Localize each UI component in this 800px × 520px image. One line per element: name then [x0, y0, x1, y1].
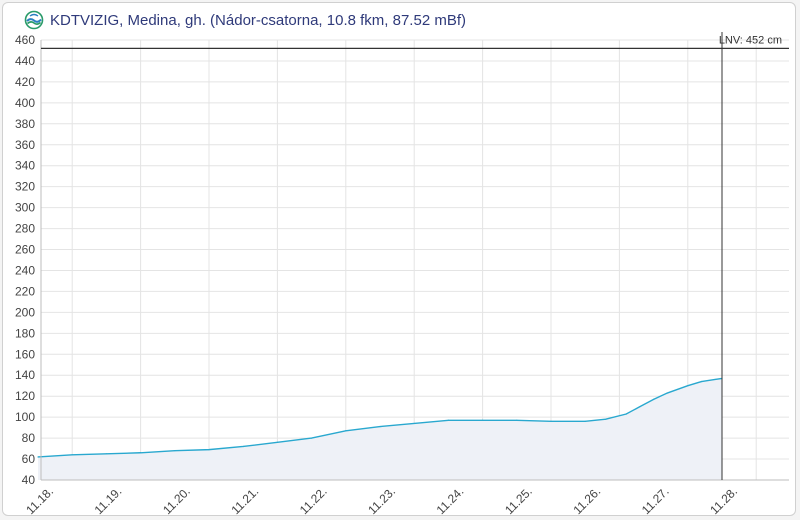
series-area-fill [38, 378, 722, 480]
series-point [174, 450, 176, 452]
x-tick-label: 11.24. [434, 484, 467, 517]
y-tick-label: 360 [15, 138, 35, 152]
series-point [605, 418, 607, 420]
x-tick-label: 11.25. [502, 484, 535, 517]
y-tick-label: 260 [15, 243, 35, 257]
kdtvizig-logo-icon [24, 10, 44, 30]
y-tick-label: 100 [15, 410, 35, 424]
series-point [140, 452, 142, 454]
series-line [37, 377, 723, 458]
y-tick-label: 340 [15, 159, 35, 173]
y-tick-label: 300 [15, 201, 35, 215]
y-tick-label: 60 [22, 452, 36, 466]
y-tick-label: 400 [15, 96, 35, 110]
series-point [482, 419, 484, 421]
y-tick-label: 280 [15, 222, 35, 236]
series-point [311, 437, 313, 439]
y-tick-label: 200 [15, 305, 35, 319]
y-tick-label: 240 [15, 263, 35, 277]
series-point [37, 456, 39, 458]
y-tick-label: 460 [15, 33, 35, 47]
series-point [105, 453, 107, 455]
series-point [516, 419, 518, 421]
chart-header: KDTVIZIG, Medina, gh. (Nádor-csatorna, 1… [24, 9, 466, 31]
series-point [71, 454, 73, 456]
x-tick-label: 11.21. [228, 484, 261, 517]
series-point [653, 398, 655, 400]
series-point [666, 392, 668, 394]
x-tick-label: 11.18. [23, 484, 56, 517]
lnv-threshold-label: LNV: 452 cm [719, 34, 782, 46]
series-point [714, 378, 716, 381]
series-point [345, 430, 347, 432]
x-tick-label: 11.20. [160, 484, 193, 517]
series-point [687, 385, 689, 387]
y-tick-label: 80 [22, 431, 36, 445]
series-point [413, 422, 415, 425]
y-tick-label: 180 [15, 326, 35, 340]
series-point [276, 441, 278, 443]
x-tick-label: 11.19. [92, 484, 125, 517]
x-tick-label: 11.28. [707, 484, 740, 517]
y-tick-label: 160 [15, 347, 35, 361]
series-point [625, 413, 627, 415]
y-tick-label: 220 [15, 284, 35, 298]
series-point [447, 419, 449, 421]
y-tick-label: 40 [22, 473, 36, 487]
y-tick-label: 380 [15, 117, 35, 131]
x-tick-label: 11.26. [570, 484, 603, 517]
series-point [379, 425, 381, 428]
series-point [639, 406, 641, 408]
series-point [700, 380, 703, 383]
x-tick-label: 11.22. [297, 484, 330, 517]
x-tick-label: 11.27. [639, 484, 672, 517]
series-point [208, 449, 210, 451]
series-point [242, 445, 244, 448]
series-point [550, 420, 552, 422]
y-tick-label: 440 [15, 54, 35, 68]
chart-title: KDTVIZIG, Medina, gh. (Nádor-csatorna, 1… [50, 11, 466, 29]
y-tick-label: 320 [15, 180, 35, 194]
series-point [584, 420, 586, 422]
x-tick-label: 11.23. [365, 484, 398, 517]
y-tick-label: 140 [15, 368, 35, 382]
y-tick-label: 120 [15, 389, 35, 403]
y-tick-label: 420 [15, 75, 35, 89]
